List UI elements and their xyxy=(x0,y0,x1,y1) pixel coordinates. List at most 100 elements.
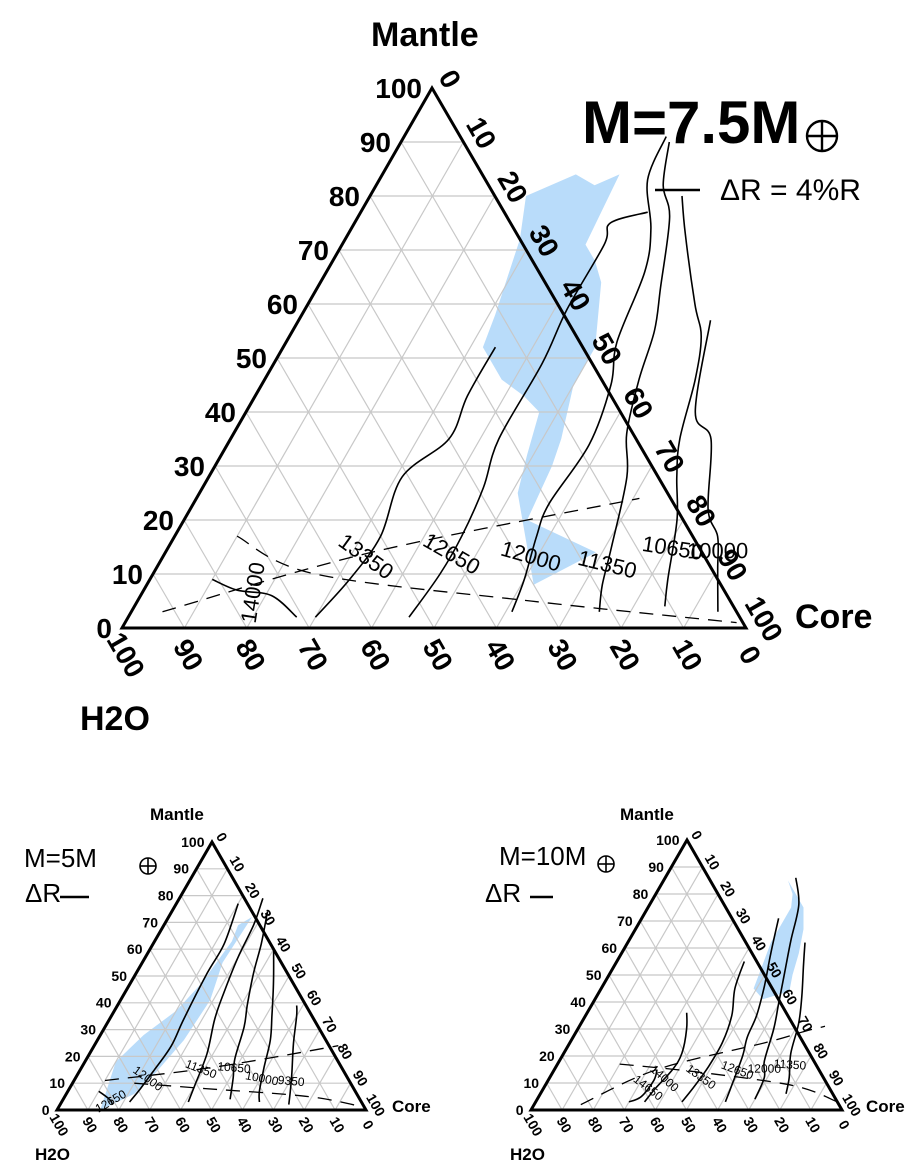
tick-label-h2o: 100 xyxy=(520,1111,546,1139)
grid-lines xyxy=(71,868,352,1111)
tick-label-h2o: 40 xyxy=(234,1114,256,1136)
tick-label-core: 30 xyxy=(257,907,279,929)
tick-label-mantle: 0 xyxy=(516,1102,524,1118)
dashed-line xyxy=(104,1045,339,1082)
grid-line-h2o xyxy=(118,1002,182,1111)
vertex-label-h2o: H2O xyxy=(35,1145,70,1163)
tick-label-mantle: 90 xyxy=(360,127,391,158)
legend-label: ΔR xyxy=(485,878,521,908)
grid-line-core xyxy=(717,1001,781,1111)
tick-label-mantle: 100 xyxy=(181,834,205,850)
tick-label-mantle: 30 xyxy=(174,451,205,482)
triangle-frame xyxy=(54,838,369,1112)
grid-line-core xyxy=(685,974,766,1111)
tick-label-h2o: 50 xyxy=(203,1114,225,1136)
tick-label-core: 20 xyxy=(242,880,264,902)
tick-label-core: 0 xyxy=(213,830,231,845)
contour-line-12650 xyxy=(98,1090,114,1105)
tick-label-mantle: 40 xyxy=(570,994,586,1010)
vertex-label-core: Core xyxy=(795,598,872,636)
vertex-label-mantle: Mantle xyxy=(371,16,479,54)
tick-label-h2o: 30 xyxy=(541,634,583,676)
tick-label-h2o: 90 xyxy=(167,634,209,676)
grid-line-core xyxy=(308,249,527,629)
tick-label-mantle: 80 xyxy=(158,888,174,904)
contour-line-14650 xyxy=(628,1069,658,1103)
tick-label-core: 0 xyxy=(433,64,468,93)
dashed-line xyxy=(134,1082,365,1108)
contour-line-12000 xyxy=(754,877,800,1100)
tick-label-h2o: 70 xyxy=(292,634,334,676)
tick-label-h2o: 40 xyxy=(709,1114,731,1136)
tick-label-mantle: 100 xyxy=(656,832,680,848)
grid-line-core xyxy=(495,411,621,629)
grid-line-core xyxy=(683,573,716,629)
tick-label-h2o: 10 xyxy=(327,1114,349,1136)
triangle-frame xyxy=(528,836,845,1112)
grid-line-core xyxy=(779,1055,812,1111)
grid-line-core xyxy=(433,357,590,629)
contour-line-11350 xyxy=(598,141,671,612)
tick-label-h2o: 80 xyxy=(110,1114,132,1136)
tick-label-h2o: 70 xyxy=(141,1114,163,1136)
contour-label: 10000 xyxy=(244,1068,280,1088)
tick-label-h2o: 20 xyxy=(604,634,646,676)
earth-symbol-icon xyxy=(597,855,615,873)
tick-label-mantle: 20 xyxy=(65,1048,81,1064)
grid-line-core xyxy=(561,866,704,1111)
contour-label: 9350 xyxy=(277,1073,305,1089)
tick-label-core: 10 xyxy=(702,851,724,873)
tick-label-mantle: 40 xyxy=(205,397,236,428)
contour-line-14000 xyxy=(211,578,298,618)
tick-label-h2o: 60 xyxy=(172,1114,194,1136)
contour-line-12000 xyxy=(511,136,667,613)
contour-label: 11350 xyxy=(773,1057,807,1073)
fit-band xyxy=(753,880,804,1000)
tick-label-h2o: 10 xyxy=(802,1114,824,1136)
grid-line-h2o xyxy=(87,1056,120,1111)
vertex-label-core: Core xyxy=(392,1097,431,1116)
tick-label-core: 70 xyxy=(319,1014,341,1036)
tick-label-mantle: 10 xyxy=(524,1075,540,1091)
grid-line-core xyxy=(334,1082,352,1111)
tick-label-mantle: 90 xyxy=(173,861,189,877)
vertex-label-h2o: H2O xyxy=(80,700,150,738)
tick-label-mantle: 60 xyxy=(602,940,618,956)
grid-line-h2o xyxy=(214,465,310,629)
vertex-label-mantle: Mantle xyxy=(150,805,204,824)
grid-lines xyxy=(546,866,828,1111)
tick-label-h2o: 60 xyxy=(354,634,396,676)
fit-band xyxy=(100,917,252,1110)
tick-label-mantle: 60 xyxy=(127,941,143,957)
tick-label-mantle: 70 xyxy=(298,235,329,266)
tick-label-h2o: 30 xyxy=(265,1114,287,1136)
tick-label-mantle: 10 xyxy=(112,559,143,590)
tick-label-core: 10 xyxy=(227,853,249,875)
tick-label-mantle: 50 xyxy=(586,967,602,983)
grid-line-h2o xyxy=(195,868,336,1111)
tick-label-h2o: 20 xyxy=(771,1114,793,1136)
tick-label-h2o: 60 xyxy=(647,1114,669,1136)
tick-label-h2o: 0 xyxy=(835,1117,853,1132)
tick-label-core: 70 xyxy=(795,1013,817,1035)
tick-label-mantle: 10 xyxy=(49,1075,65,1091)
tick-label-h2o: 20 xyxy=(296,1114,318,1136)
grid-line-h2o xyxy=(183,519,248,629)
triangle-frame xyxy=(119,85,749,630)
grid-line-h2o xyxy=(400,141,685,629)
chart-title: M=10M xyxy=(499,841,586,871)
tick-label-mantle: 40 xyxy=(96,995,112,1011)
tick-label-mantle: 30 xyxy=(555,1021,571,1037)
grid-line-core xyxy=(210,975,290,1111)
tick-label-core: 30 xyxy=(733,905,755,927)
tick-label-h2o: 90 xyxy=(79,1114,101,1136)
legend-label: ΔR = 4%R xyxy=(720,174,861,207)
contour-line-12000 xyxy=(128,903,239,1103)
vertex-label-core: Core xyxy=(866,1097,905,1116)
earth-symbol-icon xyxy=(805,119,839,153)
tick-label-mantle: 0 xyxy=(96,613,112,644)
tick-label-core: 0 xyxy=(688,828,706,843)
